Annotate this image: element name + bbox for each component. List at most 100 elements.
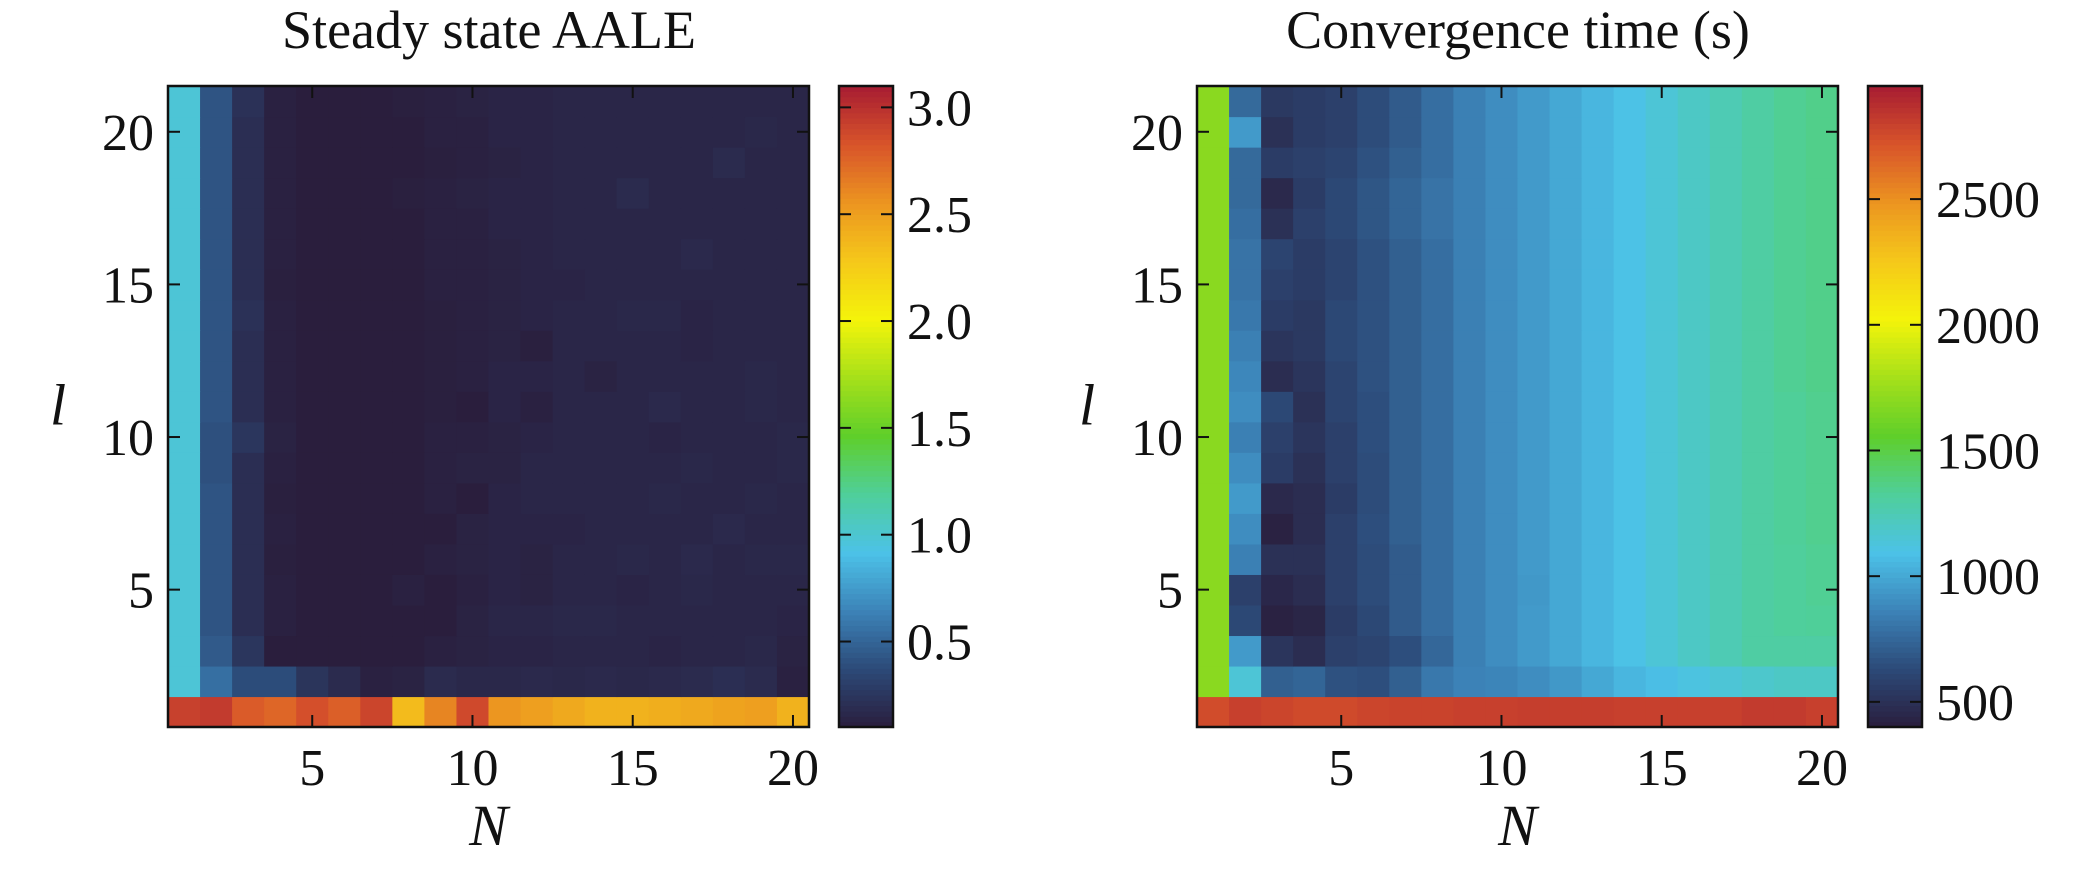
heatmap-cell xyxy=(1517,269,1551,301)
heatmap-cell xyxy=(552,208,586,240)
colorbar-segment xyxy=(839,700,893,707)
heatmap-cell xyxy=(744,299,778,331)
heatmap-cell xyxy=(1549,421,1583,453)
heatmap-cell xyxy=(424,299,458,331)
colorbar-segment xyxy=(839,550,893,557)
heatmap-cell xyxy=(232,574,265,606)
heatmap-cell xyxy=(1613,635,1647,667)
heatmap-cell xyxy=(264,696,297,728)
chart-title: Steady state AALE xyxy=(282,0,696,60)
heatmap-cell xyxy=(1389,574,1422,606)
heatmap-cell xyxy=(1229,604,1262,637)
heatmap-cell xyxy=(616,238,650,270)
chart-title: Convergence time (s) xyxy=(1286,0,1750,60)
heatmap-cell xyxy=(1293,177,1326,209)
heatmap-cell xyxy=(680,177,714,209)
colorbar-segment xyxy=(1868,123,1922,130)
heatmap-cell xyxy=(1773,147,1807,179)
heatmap-cell xyxy=(1709,116,1743,148)
heatmap-cell xyxy=(1197,513,1230,545)
colorbar-segment xyxy=(839,593,893,600)
heatmap-cell xyxy=(168,543,201,575)
heatmap-cell xyxy=(264,147,297,179)
heatmap-cell xyxy=(200,452,233,484)
heatmap-cell xyxy=(264,360,297,392)
heatmap-cell xyxy=(456,513,490,545)
heatmap-cell xyxy=(712,330,746,362)
heatmap-cell xyxy=(1581,665,1615,698)
colorbar-segment xyxy=(839,716,893,723)
heatmap-cell xyxy=(584,604,618,637)
colorbar-tick-label: 1.5 xyxy=(907,401,972,458)
colorbar-segment xyxy=(1868,507,1922,514)
colorbar-segment xyxy=(839,208,893,215)
heatmap-cell xyxy=(1805,635,1839,667)
heatmap-cell xyxy=(1357,299,1390,331)
heatmap-cell xyxy=(648,391,682,423)
heatmap-cell xyxy=(648,238,682,270)
heatmap-cell xyxy=(1421,147,1454,179)
colorbar-segment xyxy=(1868,139,1922,146)
heatmap-cell xyxy=(1549,360,1583,392)
heatmap-cell xyxy=(200,391,233,423)
heatmap-cell xyxy=(1421,665,1454,698)
heatmap-cell xyxy=(1261,635,1294,667)
colorbar-segment xyxy=(1868,283,1922,290)
colorbar-segment xyxy=(1868,646,1922,653)
heatmap-cell xyxy=(360,330,393,362)
colorbar-segment xyxy=(839,96,893,103)
heatmap-cell xyxy=(1613,147,1647,179)
colorbar-segment xyxy=(839,465,893,472)
colorbar-segment xyxy=(839,385,893,392)
heatmap-cell xyxy=(1549,665,1583,698)
colorbar-segment xyxy=(839,192,893,199)
heatmap-cell xyxy=(520,635,554,667)
heatmap-cell xyxy=(584,665,618,698)
heatmap-cell xyxy=(1453,421,1487,453)
heatmap-cell xyxy=(584,147,618,179)
heatmap-cell xyxy=(1229,482,1262,514)
colorbar-segment xyxy=(839,390,893,397)
heatmap-cell xyxy=(1549,635,1583,667)
heatmap-cell xyxy=(1741,574,1775,606)
colorbar-segment xyxy=(1868,534,1922,541)
heatmap-cell xyxy=(1421,452,1454,484)
heatmap-cell xyxy=(584,574,618,606)
heatmap-cell xyxy=(744,177,778,209)
heatmap-cell xyxy=(1581,360,1615,392)
colorbar-segment xyxy=(1868,331,1922,338)
heatmap-cell xyxy=(360,238,393,270)
heatmap-cell xyxy=(1421,421,1454,453)
heatmap-cell xyxy=(264,513,297,545)
heatmap-cell xyxy=(1677,665,1711,698)
heatmap-cell xyxy=(1645,147,1679,179)
heatmap-cell xyxy=(1805,543,1839,575)
heatmap-cell xyxy=(680,116,714,148)
heatmap-cell xyxy=(168,86,201,118)
heatmap-cell xyxy=(1709,421,1743,453)
heatmap-cell xyxy=(680,147,714,179)
heatmap-cell xyxy=(200,330,233,362)
heatmap-cell xyxy=(1517,116,1551,148)
heatmap-cell xyxy=(328,421,361,453)
heatmap-cell xyxy=(1389,116,1422,148)
colorbar-segment xyxy=(1868,524,1922,530)
heatmap-cell xyxy=(360,543,393,575)
heatmap-cell xyxy=(1645,604,1679,637)
heatmap-cell xyxy=(680,238,714,270)
heatmap-cell xyxy=(744,513,778,545)
heatmap-cell xyxy=(232,86,265,118)
heatmap-cell xyxy=(1293,543,1326,575)
colorbar-segment xyxy=(839,198,893,205)
heatmap-cell xyxy=(1421,208,1454,240)
colorbar-segment xyxy=(1868,641,1922,648)
heatmap-cell xyxy=(776,513,810,545)
heatmap-cell xyxy=(776,665,810,698)
colorbar-segment xyxy=(839,299,893,306)
heatmap-cell xyxy=(488,238,522,270)
heatmap-cell xyxy=(488,452,522,484)
heatmap-cell xyxy=(584,177,618,209)
heatmap-cell xyxy=(584,208,618,240)
heatmap-cell xyxy=(1357,421,1390,453)
